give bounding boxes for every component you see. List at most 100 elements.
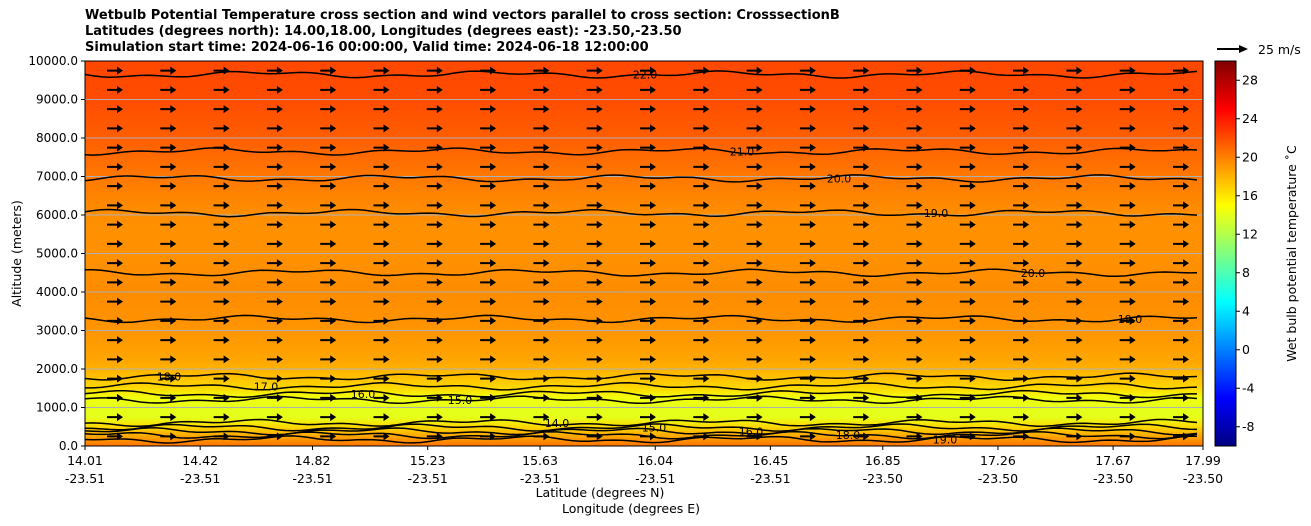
wind-arrow (746, 393, 763, 402)
wind-arrow (1173, 220, 1189, 229)
wind-arrow (746, 413, 763, 422)
wind-arrow (1119, 220, 1136, 229)
wind-arrow (533, 259, 550, 268)
wind-arrow (1173, 432, 1189, 441)
wind-arrow (1119, 162, 1136, 171)
wind-arrow (373, 182, 390, 191)
wind-arrow (160, 220, 177, 229)
wind-arrow (799, 239, 816, 248)
wind-arrow (213, 336, 230, 345)
wind-arrow (373, 220, 390, 229)
wind-arrow (266, 278, 283, 287)
wind-arrow (1173, 259, 1189, 268)
wind-arrow (480, 85, 497, 94)
wind-arrow (1173, 297, 1189, 306)
colorbar-tick-label: 24 (1242, 111, 1258, 126)
wind-arrow (480, 182, 497, 191)
wind-arrow (853, 105, 870, 114)
x-tick-label-lon: -23.50 (978, 471, 1018, 486)
x-tick-label-lon: -23.51 (292, 471, 332, 486)
wind-arrow (853, 66, 870, 75)
wind-arrow (959, 85, 976, 94)
wind-arrow (107, 259, 123, 268)
wind-arrow (586, 297, 603, 306)
wind-arrow (320, 143, 337, 152)
wind-arrow (746, 105, 763, 114)
wind-arrow (906, 336, 923, 345)
contour-line (85, 427, 1198, 436)
wind-arrow (1119, 239, 1136, 248)
wind-arrow (480, 201, 497, 210)
wind-arrow (373, 413, 390, 422)
wind-arrow (1173, 374, 1189, 383)
wind-arrow (1013, 143, 1030, 152)
wind-arrow (160, 201, 177, 210)
x-tick-label-lat: 14.82 (295, 453, 331, 468)
contour-line (85, 314, 1198, 324)
wind-arrow (426, 239, 443, 248)
wind-arrow (533, 413, 550, 422)
wind-arrow (107, 336, 123, 345)
contour-label: 16.0 (351, 388, 376, 401)
wind-arrow (1013, 413, 1030, 422)
wind-arrow (586, 85, 603, 94)
contour-line (85, 70, 1198, 79)
wind-arrow (746, 316, 763, 325)
wind-arrow (1013, 66, 1030, 75)
wind-arrow (906, 239, 923, 248)
wind-arrow (640, 374, 656, 383)
wind-arrow (799, 143, 816, 152)
wind-arrow (853, 278, 870, 287)
wind-arrow (746, 66, 763, 75)
wind-arrow (959, 201, 976, 210)
wind-arrow (1013, 239, 1030, 248)
wind-arrow (853, 374, 870, 383)
contour-label: 15.0 (448, 394, 473, 407)
contour-line (85, 423, 1198, 432)
wind-arrow (1119, 413, 1136, 422)
wind-arrow (426, 297, 443, 306)
wind-arrow (640, 239, 656, 248)
wind-arrow (266, 374, 283, 383)
wind-arrow (426, 432, 443, 441)
wind-arrow (266, 432, 283, 441)
wind-arrow (266, 105, 283, 114)
wind-arrow (906, 105, 923, 114)
wind-arrow (693, 336, 710, 345)
title-line-2: Latitudes (degrees north): 14.00,18.00, … (85, 24, 682, 39)
wind-arrow (373, 85, 390, 94)
wind-arrow (1013, 278, 1030, 287)
wind-arrow (160, 374, 177, 383)
wind-arrow (480, 355, 497, 364)
wind-arrow (266, 316, 283, 325)
wind-arrow (586, 316, 603, 325)
wind-arrow (426, 105, 443, 114)
wind-arrow (853, 259, 870, 268)
wind-arrow (373, 66, 390, 75)
x-tick-label-lon: -23.51 (750, 471, 790, 486)
wind-arrow (213, 432, 230, 441)
wind-arrow (266, 143, 283, 152)
wind-arrow (746, 220, 763, 229)
wind-arrow (906, 316, 923, 325)
colorbar-label: Wet bulb potential temperature ˚C (1284, 145, 1299, 362)
wind-arrow (959, 413, 976, 422)
x-tick-label-lon: -23.51 (635, 471, 675, 486)
wind-arrow (213, 316, 230, 325)
wind-arrow (906, 297, 923, 306)
wind-arrow (746, 201, 763, 210)
wind-arrow (320, 355, 337, 364)
wind-arrow (586, 393, 603, 402)
wind-arrow (320, 336, 337, 345)
wind-arrow (959, 297, 976, 306)
wind-arrow (373, 316, 390, 325)
y-tick-label: 9000.0 (36, 93, 78, 107)
wind-arrow (1119, 336, 1136, 345)
wind-arrow (1013, 259, 1030, 268)
wind-arrow (533, 336, 550, 345)
wind-arrow (799, 393, 816, 402)
wind-arrow (373, 259, 390, 268)
wind-arrow (1119, 124, 1136, 133)
x-tick-label-lon: -23.51 (520, 471, 560, 486)
wind-arrow (373, 239, 390, 248)
